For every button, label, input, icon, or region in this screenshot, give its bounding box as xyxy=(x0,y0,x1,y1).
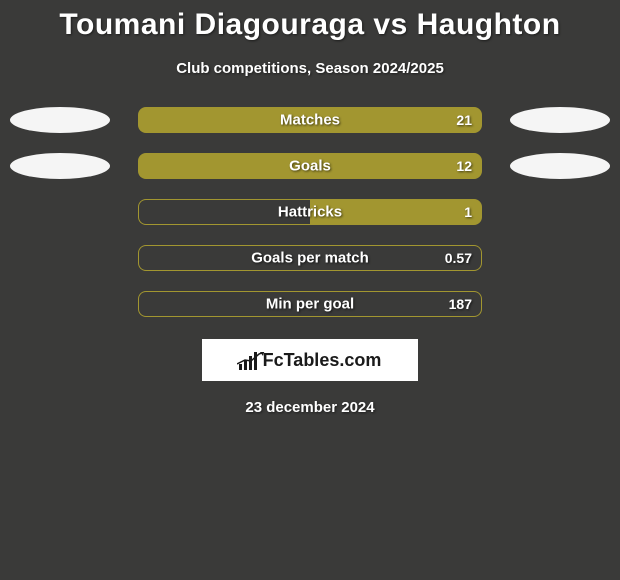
stats-container: Matches 21 Goals 12 Hattricks 1 Goals per matc… xyxy=(0,107,620,317)
logo-text: FcTables.com xyxy=(263,350,382,371)
stat-row: Hattricks 1 xyxy=(0,199,620,225)
stat-label: Hattricks xyxy=(278,204,342,221)
photo-ellipse-right xyxy=(510,153,610,179)
logo-box: FcTables.com xyxy=(202,339,418,381)
stat-value-right: 21 xyxy=(456,112,472,128)
stat-row: Goals per match 0.57 xyxy=(0,245,620,271)
stat-row: Min per goal 187 xyxy=(0,291,620,317)
stat-bar: Min per goal 187 xyxy=(138,291,482,317)
stat-bar: Matches 21 xyxy=(138,107,482,133)
stat-value-right: 0.57 xyxy=(445,250,472,266)
stat-value-right: 12 xyxy=(456,158,472,174)
stat-bar: Goals 12 xyxy=(138,153,482,179)
photo-ellipse-left xyxy=(10,153,110,179)
stat-label: Goals xyxy=(289,158,331,175)
stat-row: Goals 12 xyxy=(0,153,620,179)
date-text: 23 december 2024 xyxy=(245,399,374,416)
photo-ellipse-left xyxy=(10,107,110,133)
stat-label: Matches xyxy=(280,112,340,129)
stat-label: Min per goal xyxy=(266,296,354,313)
subtitle: Club competitions, Season 2024/2025 xyxy=(176,60,444,77)
chart-icon xyxy=(239,350,257,370)
stat-bar: Goals per match 0.57 xyxy=(138,245,482,271)
page-title: Toumani Diagouraga vs Haughton xyxy=(59,8,560,42)
bar-left-half xyxy=(138,153,310,179)
stat-bar: Hattricks 1 xyxy=(138,199,482,225)
stat-value-right: 1 xyxy=(464,204,472,220)
stat-label: Goals per match xyxy=(251,250,369,267)
photo-ellipse-right xyxy=(510,107,610,133)
stat-value-right: 187 xyxy=(449,296,472,312)
stat-row: Matches 21 xyxy=(0,107,620,133)
